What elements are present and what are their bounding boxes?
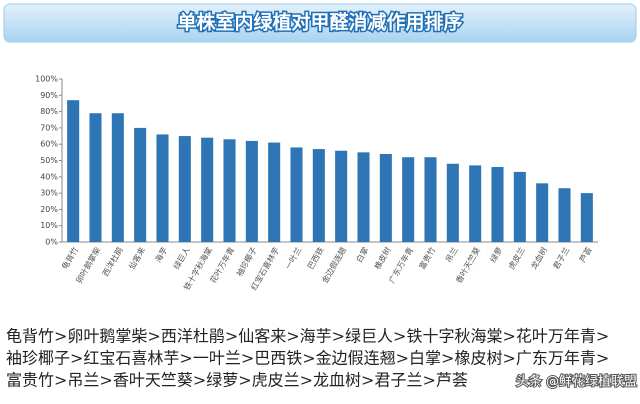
bar: [580, 193, 593, 242]
bar: [201, 137, 214, 242]
ranking-line: 富贵竹>吊兰>香叶天竺葵>绿萝>虎皮兰>龙血树>君子兰>芦荟: [6, 371, 468, 390]
ranking-line: 袖珍椰子>红宝石喜林芋>一叶兰>巴西铁>金边假连翘>白掌>橡皮树>广东万年青>: [6, 349, 609, 368]
y-tick-label: 70%: [40, 123, 58, 132]
x-tick-label: 芦荟: [577, 245, 594, 264]
bar: [134, 127, 147, 242]
x-tick-label: 吊兰: [443, 245, 460, 264]
bar: [513, 171, 526, 242]
bar: [268, 142, 281, 242]
y-tick-label: 30%: [40, 189, 58, 198]
x-tick-label: 巴西铁: [305, 245, 326, 271]
x-tick-label: 西洋杜鹃: [100, 245, 125, 278]
bar: [357, 152, 370, 242]
x-tick-label: 龟背竹: [59, 245, 80, 271]
bar: [312, 149, 325, 242]
watermark: 头条 @鲜花绿植联盟: [516, 374, 637, 390]
x-tick-label: 白掌: [354, 245, 371, 264]
y-tick-label: 40%: [40, 172, 58, 181]
bar: [558, 188, 571, 242]
bar: [491, 167, 504, 242]
y-tick-label: 100%: [35, 75, 58, 84]
bar: [446, 163, 459, 242]
bar: [89, 113, 102, 242]
y-tick-label: 50%: [40, 156, 58, 165]
y-tick-label: 60%: [40, 140, 58, 149]
bar: [178, 136, 191, 242]
bar: [536, 183, 549, 242]
bar: [379, 153, 392, 242]
x-tick-label: 橡皮树: [372, 245, 393, 271]
bar: [67, 100, 80, 242]
x-tick-label: 仙客来: [126, 245, 147, 271]
x-tick-label: 绿萝: [488, 245, 505, 264]
x-tick-label: 一叶兰: [283, 245, 304, 271]
bar: [402, 157, 415, 242]
ranking-line: 龟背竹>卵叶鹅掌柴>西洋杜鹃>仙客来>海芋>绿巨人>铁十字秋海棠>花叶万年青>: [6, 327, 609, 346]
y-tick-label: 90%: [40, 91, 58, 100]
bar: [223, 139, 236, 242]
y-tick-label: 20%: [40, 205, 58, 214]
bar: [290, 147, 303, 242]
x-tick-label: 虎皮兰: [506, 245, 527, 271]
y-tick-label: 10%: [40, 221, 58, 230]
x-tick-label: 龙血树: [528, 245, 549, 271]
bar: [424, 157, 437, 242]
x-tick-label: 海芋: [153, 245, 170, 264]
bar: [111, 113, 124, 242]
x-tick-label: 袖珍椰子: [234, 245, 259, 278]
x-tick-label: 富贵竹: [417, 245, 438, 271]
y-tick-label: 80%: [40, 107, 58, 116]
bar: [469, 165, 482, 242]
x-tick-label: 君子兰: [551, 245, 572, 271]
bar: [156, 134, 169, 242]
bar: [335, 150, 348, 242]
x-tick-label: 绿巨人: [172, 246, 192, 271]
bar: [245, 140, 258, 242]
chart-title: 单株室内绿植对甲醛消减作用排序: [177, 11, 462, 34]
title-banner: [3, 3, 637, 43]
y-tick-label: 0%: [45, 238, 58, 247]
